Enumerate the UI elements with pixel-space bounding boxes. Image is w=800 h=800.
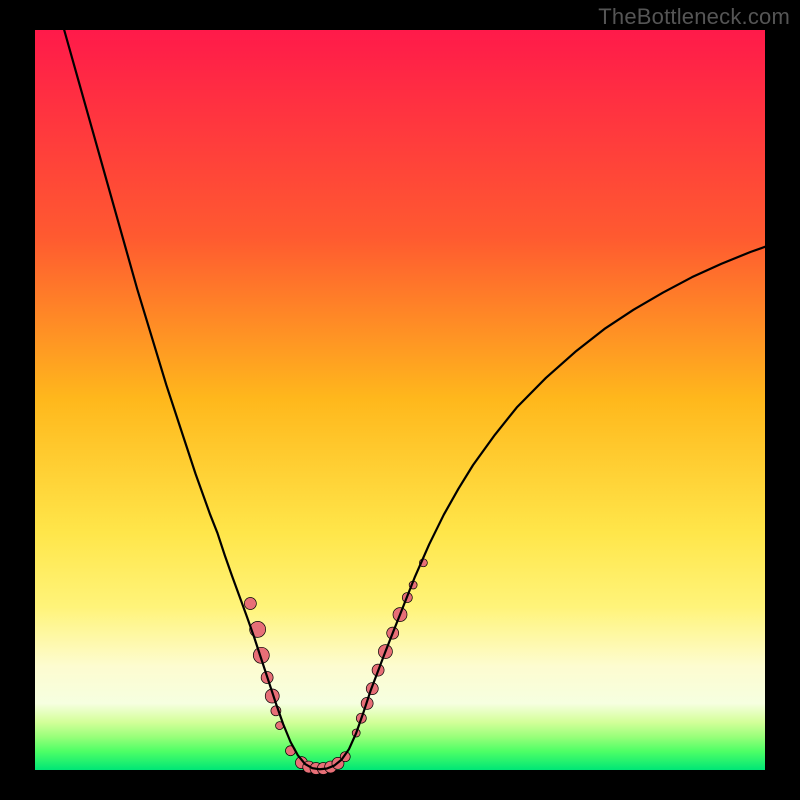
marker-point: [244, 598, 256, 610]
chart-svg: [0, 0, 800, 800]
plot-background-gradient: [35, 30, 765, 770]
chart-container: TheBottleneck.com: [0, 0, 800, 800]
watermark-text: TheBottleneck.com: [598, 4, 790, 30]
